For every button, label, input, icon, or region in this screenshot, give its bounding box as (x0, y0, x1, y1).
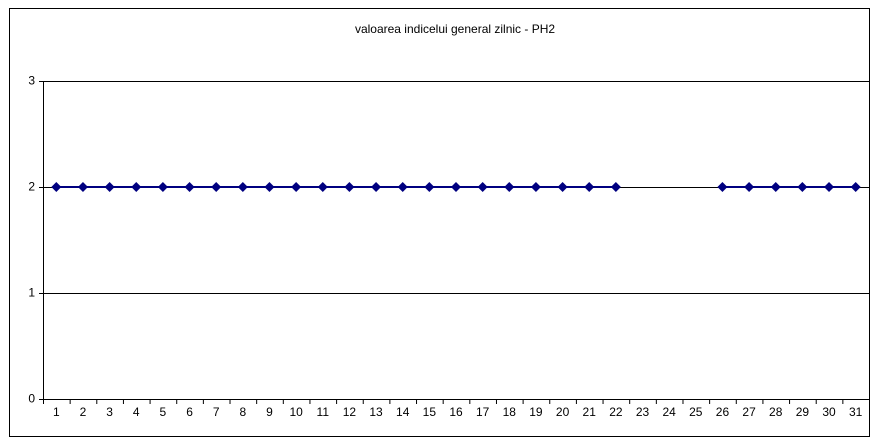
x-tick-label: 10 (289, 405, 303, 419)
marker (157, 182, 168, 192)
x-tick-label: 14 (396, 405, 410, 419)
marker (104, 182, 115, 192)
x-tick-label: 19 (529, 405, 543, 419)
x-tick-label: 5 (160, 405, 167, 419)
marker (584, 182, 595, 192)
x-tick-label: 23 (636, 405, 650, 419)
marker (797, 182, 808, 192)
marker (557, 182, 568, 192)
marker (610, 182, 621, 192)
x-tick-label: 9 (266, 405, 273, 419)
marker (530, 182, 541, 192)
x-tick-label: 31 (849, 405, 863, 419)
x-tick-label: 28 (769, 405, 783, 419)
x-tick-label: 30 (822, 405, 836, 419)
x-tick-label: 26 (716, 405, 730, 419)
x-tick-label: 24 (662, 405, 676, 419)
marker (424, 182, 435, 192)
x-tick-label: 15 (423, 405, 437, 419)
x-tick-label: 8 (239, 405, 246, 419)
x-tick-label: 4 (133, 405, 140, 419)
marker (51, 182, 62, 192)
x-tick-label: 29 (796, 405, 810, 419)
x-tick-label: 13 (369, 405, 383, 419)
marker (717, 182, 728, 192)
marker (77, 182, 88, 192)
marker (264, 182, 275, 192)
x-tick-label: 20 (556, 405, 570, 419)
y-tick-label: 3 (28, 74, 35, 88)
y-tick-label: 1 (28, 286, 35, 300)
x-tick-label: 2 (80, 405, 87, 419)
marker (397, 182, 408, 192)
chart-border (9, 8, 870, 437)
marker (477, 182, 488, 192)
marker (317, 182, 328, 192)
marker (850, 182, 861, 192)
marker (237, 182, 248, 192)
marker (291, 182, 302, 192)
x-tick-label: 12 (343, 405, 357, 419)
marker (744, 182, 755, 192)
x-tick-label: 25 (689, 405, 703, 419)
chart-title: valoarea indicelui general zilnic - PH2 (355, 22, 555, 36)
x-tick-label: 16 (449, 405, 463, 419)
marker (371, 182, 382, 192)
marker (504, 182, 515, 192)
x-tick-label: 17 (476, 405, 490, 419)
y-tick-label: 0 (28, 392, 35, 406)
marker (344, 182, 355, 192)
x-tick-label: 11 (317, 405, 330, 419)
x-tick-label: 27 (742, 405, 756, 419)
x-tick-label: 1 (53, 405, 60, 419)
marker (824, 182, 835, 192)
marker (211, 182, 222, 192)
x-tick-label: 7 (213, 405, 220, 419)
x-tick-label: 6 (186, 405, 193, 419)
x-tick-label: 22 (609, 405, 623, 419)
marker (770, 182, 781, 192)
x-tick-label: 21 (583, 405, 597, 419)
x-tick-label: 18 (503, 405, 517, 419)
marker (131, 182, 142, 192)
x-tick-label: 3 (106, 405, 113, 419)
marker (451, 182, 461, 192)
marker (184, 182, 195, 192)
y-tick-label: 2 (28, 180, 35, 194)
